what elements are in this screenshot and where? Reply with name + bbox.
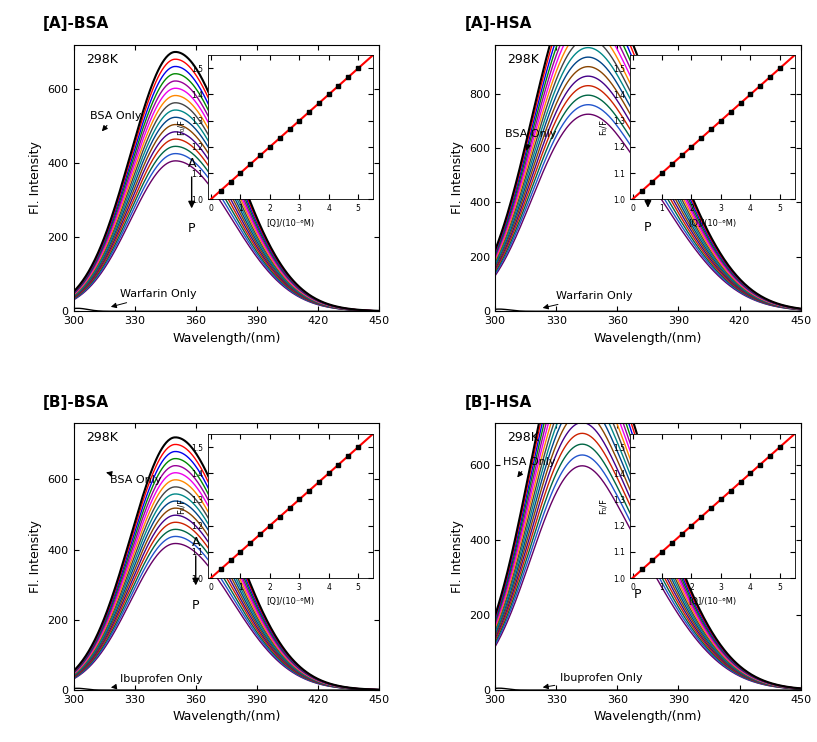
Text: Warfarin Only: Warfarin Only xyxy=(544,291,633,309)
Y-axis label: Fl. Intensity: Fl. Intensity xyxy=(451,520,463,593)
Text: P: P xyxy=(634,588,641,601)
X-axis label: Wavelength/(nm): Wavelength/(nm) xyxy=(172,332,280,345)
Y-axis label: Fl. Intensity: Fl. Intensity xyxy=(29,520,42,593)
Text: 298K: 298K xyxy=(86,431,118,444)
X-axis label: Wavelength/(nm): Wavelength/(nm) xyxy=(172,711,280,723)
Text: Warfarin Only: Warfarin Only xyxy=(112,289,197,308)
Text: P: P xyxy=(644,221,652,234)
Y-axis label: Fl. Intensity: Fl. Intensity xyxy=(451,142,463,214)
Text: P: P xyxy=(188,222,195,235)
Text: P: P xyxy=(192,599,199,612)
Text: A: A xyxy=(644,164,652,177)
Text: [B]-HSA: [B]-HSA xyxy=(465,395,532,410)
Text: 298K: 298K xyxy=(507,53,539,65)
X-axis label: Wavelength/(nm): Wavelength/(nm) xyxy=(594,332,702,345)
Text: Ibuprofen Only: Ibuprofen Only xyxy=(544,673,643,689)
Text: Ibuprofen Only: Ibuprofen Only xyxy=(112,674,203,689)
Text: BSA Only: BSA Only xyxy=(107,472,162,485)
Text: BSA Only: BSA Only xyxy=(506,129,557,150)
Text: 298K: 298K xyxy=(86,53,118,65)
Text: [A]-BSA: [A]-BSA xyxy=(43,16,109,31)
Text: HSA Only: HSA Only xyxy=(503,456,556,476)
Text: A: A xyxy=(187,157,196,170)
Text: [B]-BSA: [B]-BSA xyxy=(43,395,109,410)
Text: [A]-HSA: [A]-HSA xyxy=(465,16,532,31)
X-axis label: Wavelength/(nm): Wavelength/(nm) xyxy=(594,711,702,723)
Text: A: A xyxy=(191,536,200,549)
Text: BSA Only: BSA Only xyxy=(90,111,141,131)
Y-axis label: Fl. Intensity: Fl. Intensity xyxy=(29,142,42,214)
Text: 298K: 298K xyxy=(507,431,539,444)
Text: A: A xyxy=(633,519,642,532)
